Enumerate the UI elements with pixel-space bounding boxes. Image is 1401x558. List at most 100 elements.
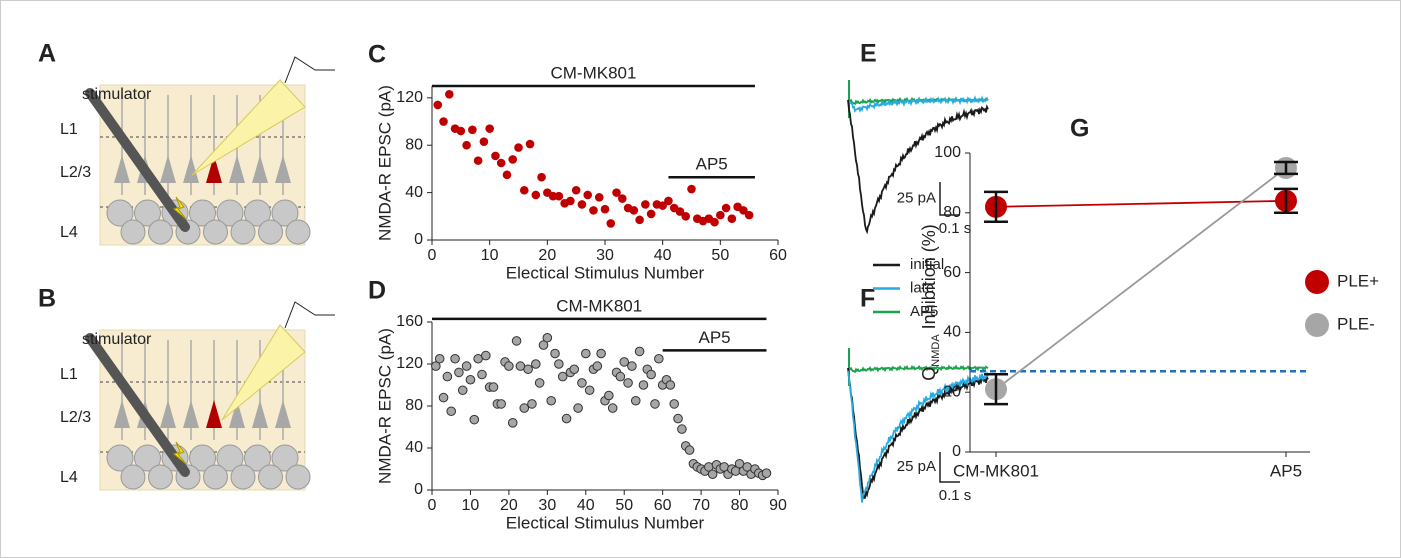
- data-point: [739, 206, 748, 215]
- treatment-label: AP5: [698, 328, 730, 347]
- data-point: [635, 215, 644, 225]
- cell: [134, 444, 161, 472]
- data-point: [707, 469, 718, 480]
- data-point: [554, 191, 564, 201]
- data-point: [502, 170, 512, 180]
- data-point: [465, 374, 476, 385]
- y-tick-label: 0: [952, 443, 961, 460]
- data-point: [537, 172, 546, 182]
- y-tick-label: 120: [396, 89, 423, 106]
- data-point: [677, 424, 687, 434]
- data-point: [434, 353, 445, 364]
- data-point: [546, 395, 556, 406]
- x-tick-label: 30: [538, 497, 556, 514]
- data-point: [523, 364, 533, 375]
- cell: [258, 219, 283, 245]
- data-point: [462, 140, 471, 150]
- neuron: [252, 400, 268, 428]
- data-point: [496, 158, 506, 168]
- data-point: [454, 367, 464, 378]
- data-point: [584, 385, 595, 396]
- y-label-rest: Inhibition (%): [919, 224, 939, 334]
- data-point: [519, 185, 529, 195]
- data-point: [433, 100, 443, 110]
- data-point: [618, 194, 627, 203]
- neuron: [229, 155, 245, 183]
- data-point: [457, 385, 468, 396]
- x-tick-label: AP5: [1270, 461, 1302, 480]
- x-tick-label: 30: [596, 247, 614, 264]
- x-tick-label: 0: [428, 497, 437, 514]
- data-point: [439, 117, 448, 126]
- layer-label: L2/3: [60, 409, 91, 426]
- data-point: [744, 210, 754, 220]
- electrode: [85, 333, 190, 477]
- data-point: [580, 348, 591, 359]
- data-point: [508, 155, 518, 164]
- data-point: [438, 392, 449, 403]
- cell: [120, 219, 146, 245]
- treatment-label: CM-MK801: [556, 296, 642, 315]
- trace: [847, 367, 989, 499]
- data-point: [634, 346, 645, 357]
- cell: [120, 464, 146, 490]
- legend-label: late: [910, 279, 934, 296]
- x-tick-label: 10: [481, 247, 499, 264]
- data-point: [761, 468, 772, 479]
- scale-bar: [939, 452, 960, 483]
- cell: [148, 464, 173, 490]
- scale-label: 0.1 s: [939, 487, 972, 504]
- cell: [271, 199, 299, 227]
- data-point: [514, 143, 523, 152]
- data-point: [461, 361, 472, 371]
- x-axis-label: Electical Stimulus Number: [506, 263, 705, 282]
- data-point: [573, 403, 583, 413]
- data-point: [431, 361, 441, 371]
- data-point: [507, 418, 518, 428]
- data-point: [577, 200, 587, 209]
- pipette: [191, 79, 306, 176]
- treatment-label: CM-MK801: [550, 63, 636, 82]
- data-point: [681, 212, 691, 221]
- data-point: [619, 357, 630, 367]
- data-point: [646, 209, 656, 219]
- y-tick-label: 20: [943, 383, 961, 400]
- panel-letter: C: [368, 41, 386, 69]
- data-point: [596, 348, 606, 359]
- data-point: [496, 399, 507, 409]
- error-bar: [1274, 187, 1298, 215]
- data-point: [675, 207, 685, 216]
- data-point: [468, 125, 477, 135]
- data-point: [583, 190, 592, 200]
- data-point: [477, 369, 487, 380]
- connector: [995, 167, 1287, 390]
- data-point: [630, 395, 641, 406]
- trace: [847, 95, 989, 113]
- data-point: [491, 151, 500, 161]
- data-point: [542, 332, 553, 343]
- y-tick-label: 160: [396, 313, 423, 330]
- x-tick-label: 60: [769, 247, 787, 264]
- data-point: [531, 190, 541, 200]
- x-axis-label: Electical Stimulus Number: [506, 513, 705, 532]
- data-point: [456, 126, 466, 136]
- data-point: [450, 353, 460, 364]
- cell: [216, 199, 244, 227]
- data-point: [481, 350, 491, 361]
- data-point: [669, 399, 680, 409]
- neuron: [183, 155, 199, 183]
- error-bar: [984, 190, 1008, 224]
- neuron: [275, 400, 291, 428]
- layer-label: L4: [60, 469, 78, 486]
- data-point: [710, 217, 719, 227]
- connector: [995, 199, 1287, 208]
- scale-label: 0.1 s: [939, 220, 972, 237]
- neuron: [160, 155, 176, 183]
- error-bar: [984, 373, 1008, 406]
- y-tick-label: 80: [405, 397, 423, 414]
- cell: [189, 199, 216, 227]
- legend-label: AP5: [910, 303, 938, 320]
- legend-label: PLE-: [1337, 314, 1375, 333]
- data-point: [554, 359, 564, 369]
